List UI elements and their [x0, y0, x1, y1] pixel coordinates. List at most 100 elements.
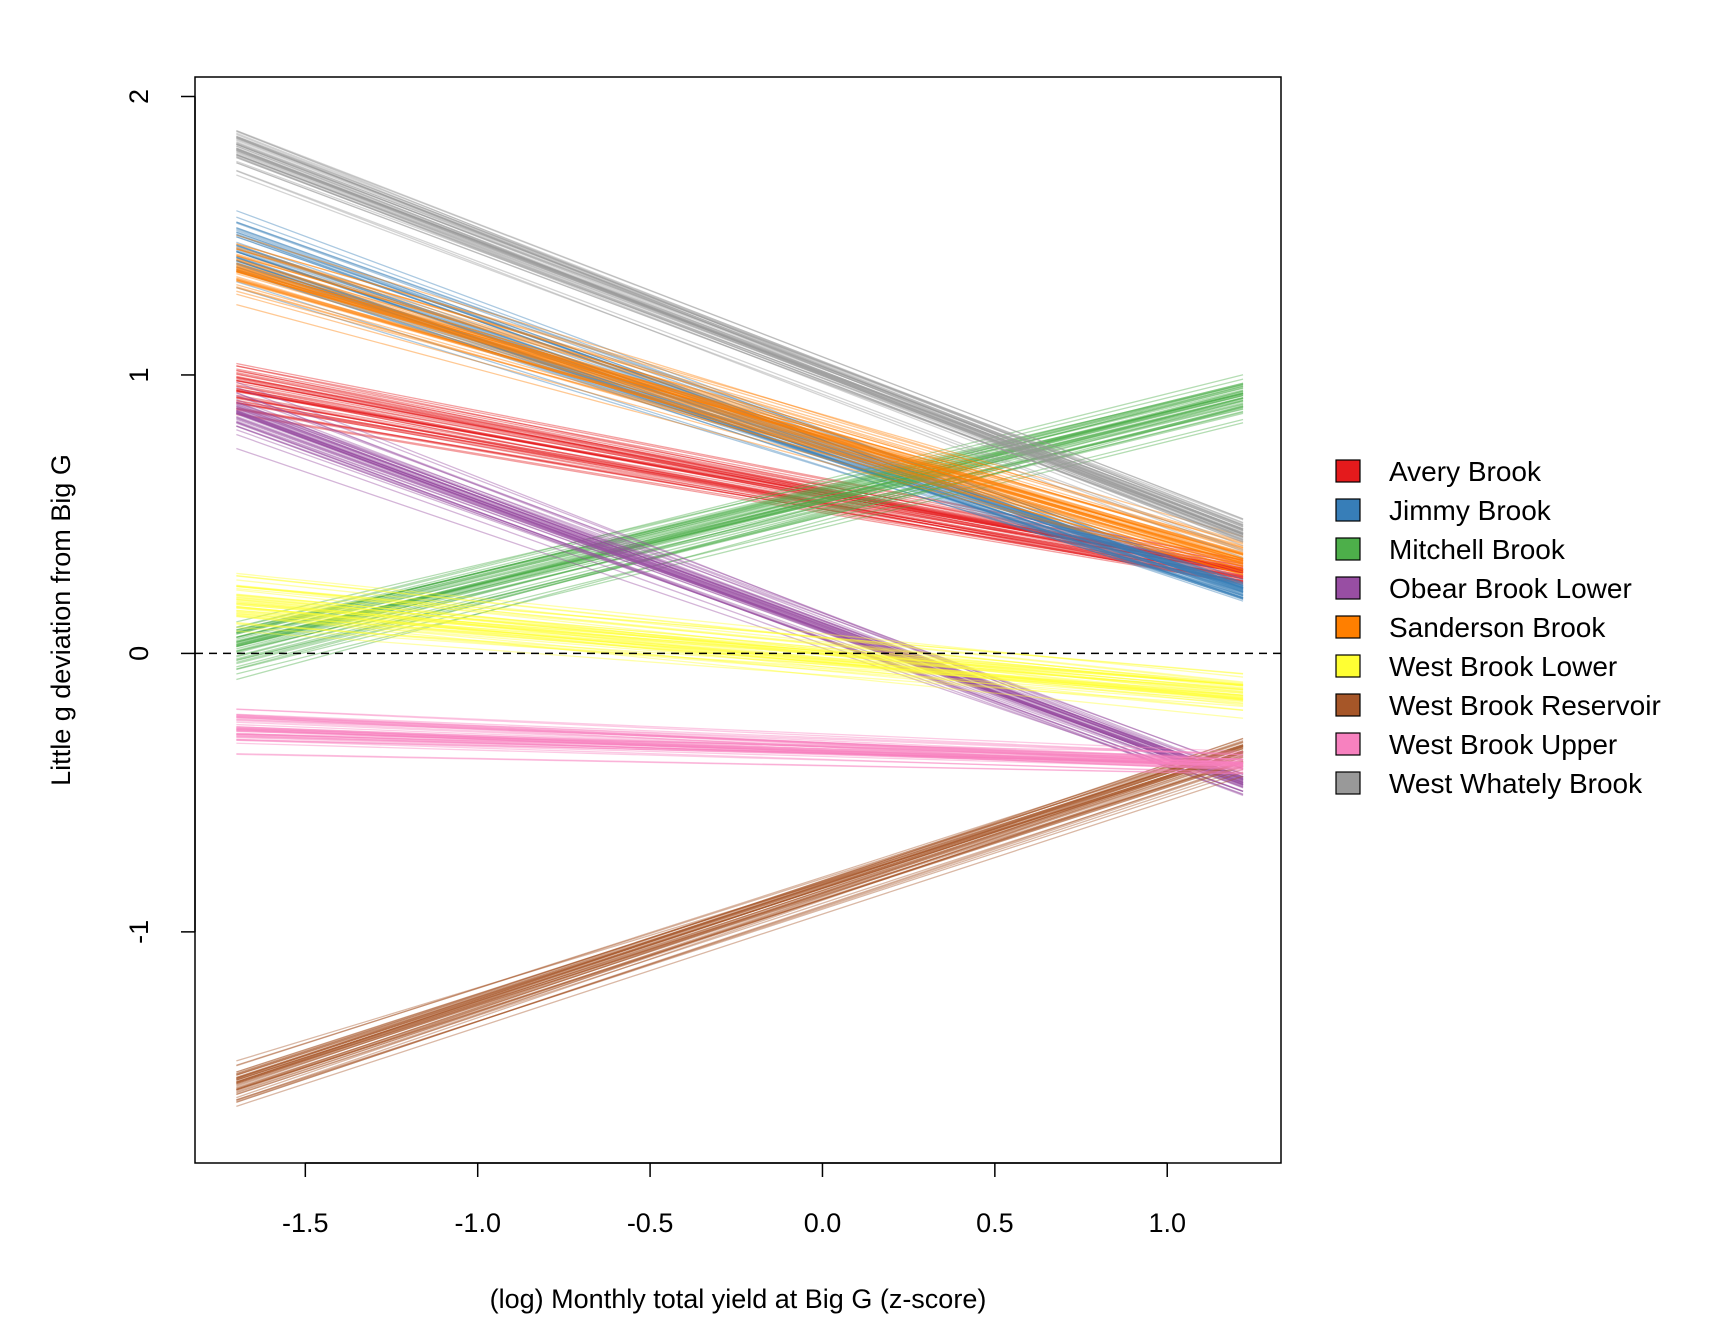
series-line: [236, 242, 1244, 543]
series-line: [236, 390, 1244, 571]
series-line: [236, 393, 1244, 646]
series-line: [236, 132, 1244, 526]
series-line: [236, 371, 1244, 567]
series-line: [236, 259, 1244, 589]
series-line: [236, 277, 1244, 560]
series-line: [236, 378, 1244, 629]
series-line: [236, 396, 1244, 580]
series-line: [236, 410, 1244, 665]
series-line: [236, 138, 1244, 525]
series-line: [236, 376, 1244, 568]
series-line: [236, 148, 1244, 539]
series-line: [236, 416, 1244, 784]
series-line: [236, 750, 1244, 1090]
series-line: [236, 270, 1244, 589]
series-line: [236, 130, 1244, 520]
series-line: [236, 765, 1244, 1095]
series-line: [236, 216, 1244, 585]
series-line: [236, 392, 1244, 647]
series-line: [236, 398, 1244, 780]
series-line: [236, 425, 1244, 787]
series-line: [236, 264, 1244, 563]
legend-item: West Brook Upper: [1335, 729, 1617, 760]
series-line: [236, 385, 1244, 579]
series-line: [236, 741, 1244, 1076]
series-line: [236, 143, 1244, 530]
series-line: [236, 151, 1244, 531]
series-line: [236, 626, 1244, 696]
series-line: [236, 373, 1244, 573]
series-line: [236, 754, 1244, 1062]
series-line: [236, 149, 1244, 531]
series-line: [236, 760, 1244, 1093]
series-line: [236, 733, 1244, 764]
series-line: [236, 250, 1244, 587]
series-line: [236, 600, 1244, 701]
series-line: [236, 762, 1244, 1091]
series-line: [236, 750, 1244, 1081]
series-line: [236, 609, 1244, 696]
series-line: [236, 393, 1244, 631]
series-line: [236, 422, 1244, 793]
series-line: [236, 222, 1244, 588]
series-line: [236, 388, 1244, 574]
series-line: [236, 714, 1244, 763]
series-line: [236, 393, 1244, 638]
series-line: [236, 265, 1244, 553]
series-line: [236, 400, 1244, 643]
legend-item: West Brook Reservoir: [1335, 690, 1661, 721]
series-line: [236, 392, 1244, 640]
y-tick-label: 2: [124, 89, 154, 104]
x-tick-label: 0.0: [804, 1208, 842, 1238]
series-line: [236, 392, 1244, 634]
series-line: [236, 579, 1244, 687]
series-line: [236, 262, 1244, 562]
series-line: [236, 137, 1244, 532]
series-line: [236, 746, 1244, 1090]
series-line: [236, 263, 1244, 593]
series-line: [236, 275, 1244, 576]
legend-item: West Brook Lower: [1335, 651, 1617, 682]
series-line: [236, 729, 1244, 769]
series-line: [236, 411, 1244, 788]
series-line: [236, 606, 1244, 686]
series-line: [236, 382, 1244, 572]
series-line: [236, 385, 1244, 634]
series-line: [236, 382, 1244, 631]
series-line: [236, 708, 1244, 756]
series-line: [236, 730, 1244, 758]
series-line: [236, 606, 1244, 702]
series-line: [236, 753, 1244, 775]
series-line: [236, 268, 1244, 565]
x-tick-label: -1.0: [454, 1208, 501, 1238]
series-line: [236, 244, 1244, 591]
series-line: [236, 268, 1244, 560]
series-line: [236, 599, 1244, 706]
series-line: [236, 156, 1244, 547]
series-line: [236, 409, 1244, 779]
series-line: [236, 596, 1244, 691]
series-line: [236, 269, 1244, 556]
series-line: [236, 733, 1244, 754]
series-line: [236, 157, 1244, 537]
legend-label: Sanderson Brook: [1389, 612, 1606, 643]
series-mitchell-brook: [236, 374, 1244, 681]
series-line: [236, 425, 1244, 793]
series-line: [236, 726, 1244, 762]
series-line: [236, 715, 1244, 756]
series-line: [236, 145, 1244, 534]
series-line: [236, 153, 1244, 535]
y-axis: -1 0 1 2: [124, 89, 196, 944]
series-line: [236, 751, 1244, 1079]
series-line: [236, 271, 1244, 562]
series-line: [236, 135, 1244, 526]
series-line: [236, 397, 1244, 574]
series-line: [236, 741, 1244, 1067]
series-line: [236, 221, 1244, 583]
series-line: [236, 609, 1244, 686]
series-line: [236, 141, 1244, 530]
series-line: [236, 715, 1244, 763]
series-line: [236, 745, 1244, 1073]
series-line: [236, 603, 1244, 692]
series-line: [236, 170, 1244, 559]
